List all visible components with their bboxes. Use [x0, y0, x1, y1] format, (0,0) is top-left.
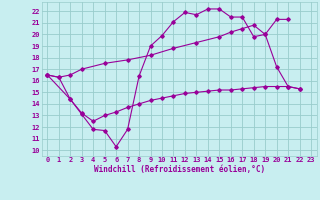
X-axis label: Windchill (Refroidissement éolien,°C): Windchill (Refroidissement éolien,°C): [94, 165, 265, 174]
